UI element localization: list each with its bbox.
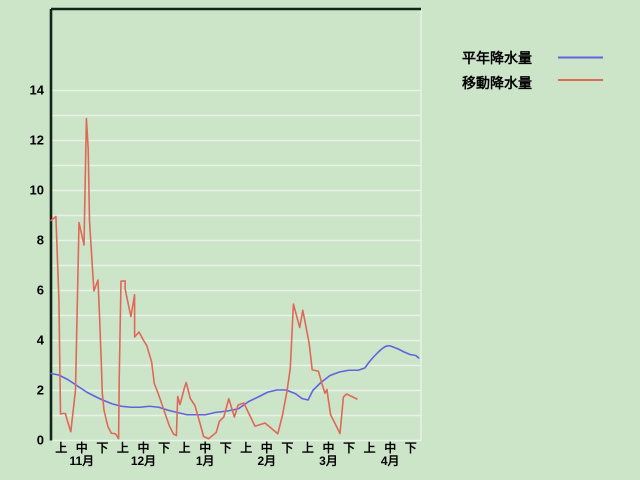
- svg-text:上: 上: [179, 440, 191, 455]
- svg-text:0: 0: [37, 433, 44, 448]
- svg-text:12月: 12月: [131, 454, 156, 468]
- svg-text:10: 10: [30, 183, 44, 198]
- svg-text:移動降水量: 移動降水量: [462, 75, 532, 91]
- svg-text:下: 下: [220, 441, 232, 455]
- svg-text:中: 中: [199, 440, 211, 455]
- svg-text:下: 下: [158, 441, 170, 455]
- svg-text:11月: 11月: [69, 454, 94, 468]
- svg-text:12: 12: [30, 133, 44, 148]
- svg-text:3月: 3月: [319, 454, 338, 468]
- svg-text:中: 中: [76, 440, 88, 455]
- svg-text:上: 上: [240, 440, 252, 455]
- svg-text:上: 上: [364, 440, 376, 455]
- svg-text:下: 下: [96, 441, 108, 455]
- svg-text:中: 中: [384, 440, 396, 455]
- svg-text:中: 中: [137, 440, 149, 455]
- svg-text:1月: 1月: [196, 454, 215, 468]
- svg-text:4: 4: [37, 333, 45, 348]
- svg-text:上: 上: [55, 440, 67, 455]
- svg-text:14: 14: [30, 83, 45, 98]
- svg-text:8: 8: [37, 233, 44, 248]
- svg-text:下: 下: [405, 441, 417, 455]
- svg-text:6: 6: [37, 283, 44, 298]
- svg-text:上: 上: [117, 440, 129, 455]
- svg-text:中: 中: [261, 440, 273, 455]
- svg-text:2月: 2月: [257, 454, 276, 468]
- svg-text:平年降水量: 平年降水量: [462, 50, 532, 66]
- svg-text:上: 上: [302, 440, 314, 455]
- svg-text:4月: 4月: [381, 454, 400, 468]
- svg-text:下: 下: [343, 441, 355, 455]
- svg-text:中: 中: [322, 440, 334, 455]
- svg-text:2: 2: [37, 383, 44, 398]
- svg-text:下: 下: [281, 441, 293, 455]
